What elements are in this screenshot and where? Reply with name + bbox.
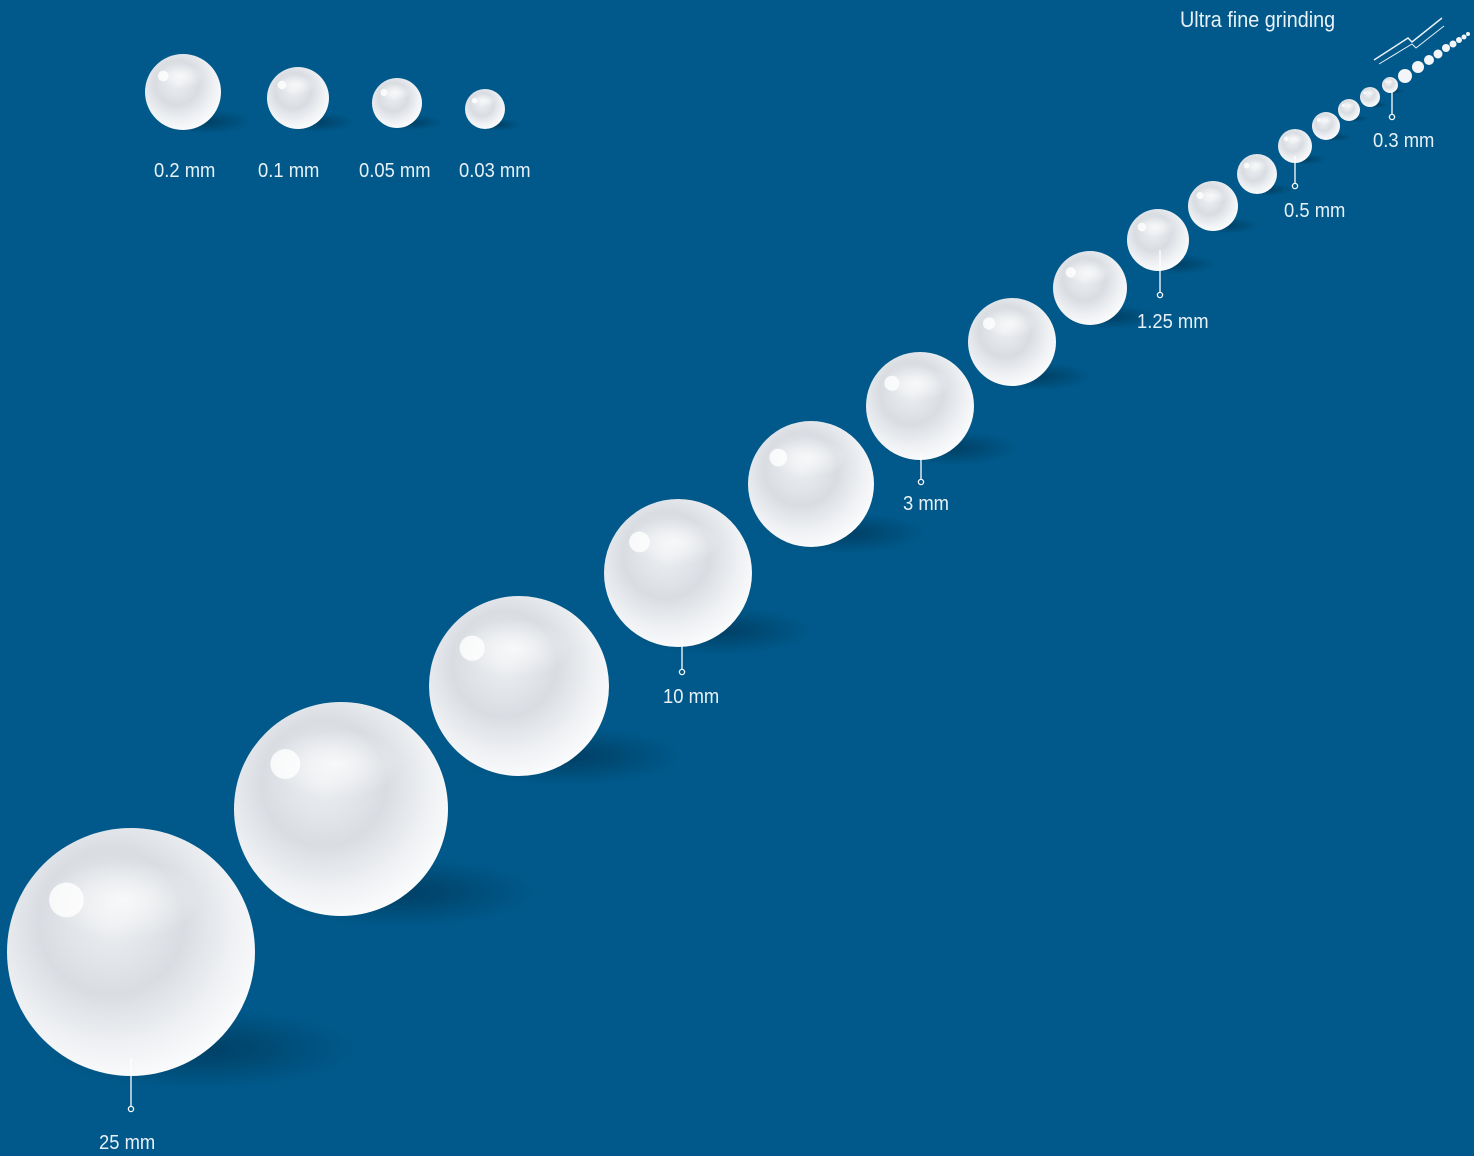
size-pointer-3-dot [917,478,925,486]
ultra-fine-grinding-title: Ultra fine grinding [1180,7,1336,32]
ball-5 [748,421,874,547]
ball-10-highlight [1196,187,1228,204]
size-label-25mm: 25 mm [99,1132,156,1154]
legend-ball-1 [145,54,221,130]
ball-10-glint [1196,192,1204,199]
legend-label-0-2mm: 0.2 mm [154,160,216,182]
tiny-ball-2 [1412,61,1424,73]
legend-ball-1-highlight [157,63,205,89]
ball-12-highlight [1283,133,1305,145]
legend-ball-4-highlight [471,94,497,107]
ball-3 [429,596,609,776]
ball-4 [604,499,752,647]
legend-ball-4 [465,89,505,129]
size-label-10mm: 10 mm [663,686,720,708]
ball-6-glint [884,375,900,391]
ball-14-highlight [1341,101,1356,109]
ultra-fine-zigzag-icon [1373,17,1443,61]
size-label-0-5mm: 0.5 mm [1284,200,1346,222]
tiny-ball-7 [1456,37,1462,43]
ball-2 [234,702,448,916]
tiny-ball-6 [1449,40,1457,48]
size-pointer-6-dot [1388,113,1396,121]
ball-14 [1338,99,1360,121]
ball-6-highlight [883,366,951,401]
ball-11-highlight [1243,159,1269,173]
ball-16-glint [1384,80,1387,83]
ball-15-glint [1363,91,1367,95]
tiny-ball-8 [1461,34,1467,40]
legend-ball-4-glint [471,97,478,104]
size-pointer-1-dot [127,1105,135,1113]
ball-5-glint [769,448,788,467]
legend-ball-3 [372,78,422,128]
ultra-fine-zigzag-icon-2 [1378,25,1445,65]
ball-row [7,77,1398,1076]
ball-11-glint [1243,162,1250,169]
ball-3-highlight [458,619,571,677]
ball-3-glint [459,635,485,661]
ball-1-highlight [47,860,202,940]
ball-8-glint [1065,267,1076,278]
ball-14-glint [1341,103,1345,107]
tiny-ball-4 [1433,49,1443,59]
ball-7-highlight [982,309,1038,338]
size-label-0-3mm: 0.3 mm [1373,130,1435,152]
ball-15 [1360,87,1380,107]
legend-label-0-03mm: 0.03 mm [459,160,531,182]
ball-6 [866,352,974,460]
legend-ball-3-glint [380,89,388,96]
ball-8-highlight [1065,260,1112,285]
ball-11 [1237,154,1277,194]
ball-2-highlight [269,729,402,799]
ball-13-highlight [1316,115,1334,125]
ball-4-glint [629,531,650,553]
ball-1-glint [49,882,84,918]
ball-9 [1127,209,1189,271]
ball-8 [1053,251,1127,325]
size-pointers [127,92,1396,1113]
ball-13 [1312,112,1340,140]
tiny-ball-9 [1466,32,1470,36]
tiny-ball-1 [1398,69,1412,83]
ball-13-glint [1316,118,1321,123]
ball-1 [7,828,255,1076]
ultra-fine-balls [1398,32,1470,83]
ball-2-glint [270,749,301,780]
ball-7-glint [982,317,996,330]
ball-7 [968,298,1056,386]
ball-9-highlight [1137,217,1176,237]
size-label-1-25mm: 1.25 mm [1137,311,1209,333]
size-label-3mm: 3 mm [903,493,949,515]
legend-label-0-05mm: 0.05 mm [359,160,431,182]
ball-12 [1278,129,1312,163]
legend-ball-2-glint [277,80,287,90]
ball-4-highlight [628,518,721,566]
legend-ball-2 [267,67,329,129]
size-pointer-4-dot [1156,291,1164,299]
tiny-ball-3 [1424,55,1434,65]
legend-ball-1-glint [157,70,169,82]
ball-5-highlight [768,437,847,478]
ball-12-glint [1283,136,1289,142]
legend-ball-2-highlight [277,75,316,95]
ball-9-glint [1137,222,1147,232]
size-pointer-5-dot [1291,182,1299,190]
legend-ball-3-highlight [380,84,412,101]
ball-16 [1382,77,1398,93]
tiny-ball-5 [1442,44,1450,52]
ball-15-highlight [1363,89,1376,97]
legend-label-0-1mm: 0.1 mm [258,160,320,182]
fine-balls-legend [145,54,505,130]
ball-16-highlight [1384,79,1395,85]
ball-10 [1188,181,1238,231]
size-pointer-2-dot [678,668,686,676]
